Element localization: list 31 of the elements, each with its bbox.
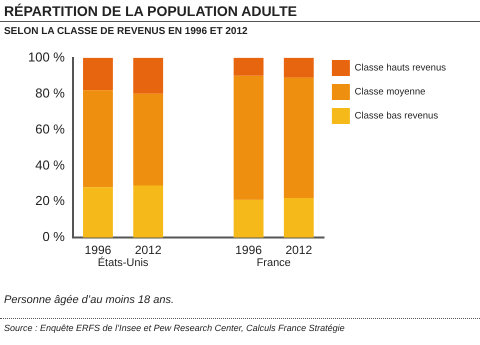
bar (133, 94, 164, 186)
x-tick-label: 1996 (235, 243, 262, 258)
bar (133, 58, 164, 94)
text: France (256, 257, 291, 270)
y-tick-label: 40 % (35, 157, 66, 172)
bar (234, 58, 264, 76)
y-tick-label: 100 % (28, 49, 66, 64)
chart-subtitle: SELON LA CLASSE DE REVENUS EN 1996 ET 2012 (4, 26, 248, 37)
x-tick-label: 2012 (134, 243, 162, 258)
bar (234, 76, 264, 200)
bar (83, 187, 113, 238)
bar (234, 200, 264, 238)
legend-label: Classe moyenne (354, 86, 426, 98)
y-tick-label: 80 % (35, 85, 66, 100)
bar (284, 198, 314, 238)
y-tick-label: 0 % (42, 229, 66, 244)
legend-label: Classe hauts revenus (354, 62, 446, 74)
x-tick-label: 2012 (285, 243, 312, 258)
y-tick-label: 60 % (35, 121, 66, 136)
bar (83, 58, 113, 90)
chart-title: RÉPARTITION DE LA POPULATION ADULTE (4, 3, 297, 19)
bar (284, 78, 314, 198)
source-note: Source : Enquête ERFS de l’Insee et Pew Research Center, Calculs France Stratégie (4, 323, 345, 333)
text: Personne âgée d’au moins 18 ans. (4, 294, 174, 306)
x-tick-label: 1996 (84, 243, 112, 258)
legend-label: Classe bas revenus (354, 110, 438, 122)
bar (133, 185, 164, 238)
y-tick-label: 20 % (35, 193, 66, 208)
text: États-Unis (98, 256, 149, 270)
bar (284, 58, 314, 78)
bar (83, 90, 113, 188)
